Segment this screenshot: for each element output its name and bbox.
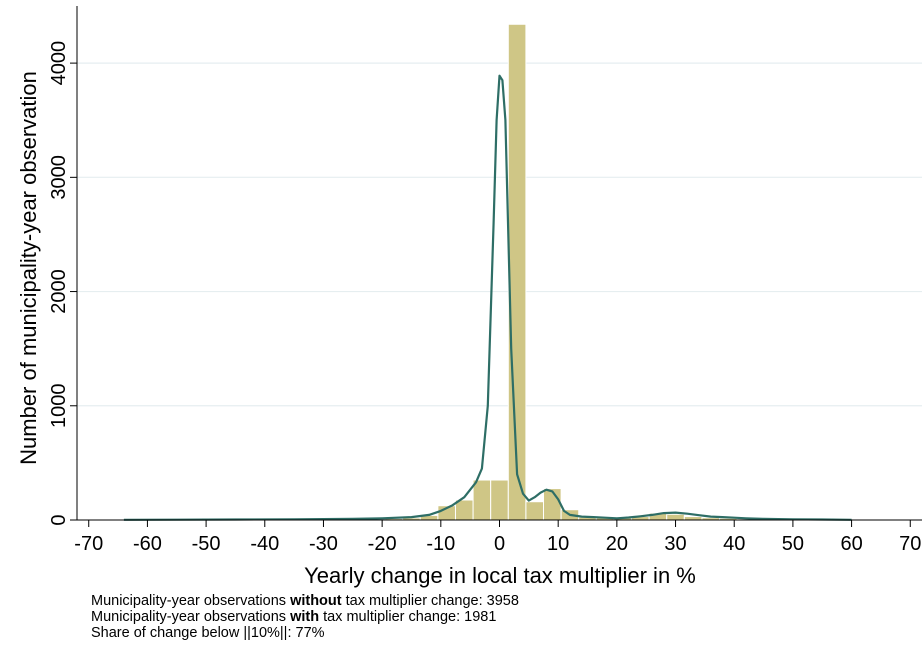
x-tick-label: -70 [74,533,103,555]
histogram-bar [490,479,509,521]
x-tick-label: -10 [426,533,455,555]
x-tick-label: 10 [547,533,569,555]
y-tick-label: 0 [48,514,70,525]
histogram-bar [543,488,562,521]
y-axis-ticks: 0 1000 2000 3000 4000 [48,41,77,526]
note-with-change: Municipality-year observations with tax … [91,609,497,625]
x-tick-label: 30 [664,533,686,555]
density-curve-group [123,74,852,521]
x-tick-label: 0 [494,533,505,555]
histogram-bar [666,513,685,521]
histogram-bar [472,479,492,521]
histogram-bar [507,23,527,521]
x-axis-title: Yearly change in local tax multiplier in… [304,563,696,588]
x-tick-label: 70 [899,533,921,555]
y-tick-label: 3000 [48,155,70,200]
x-tick-label: 50 [782,533,804,555]
x-tick-label: 20 [606,533,628,555]
x-tick-label: -20 [368,533,397,555]
y-tick-label: 2000 [48,269,70,314]
gridlines [77,62,922,407]
x-tick-label: -50 [192,533,221,555]
note-share-below: Share of change below ||10%||: 77% [91,625,325,641]
y-tick-label: 4000 [48,41,70,86]
y-tick-label: 1000 [48,384,70,429]
x-tick-label: -40 [250,533,279,555]
histogram-bar [683,516,703,521]
chart-notes: Municipality-year observations without t… [91,593,519,641]
y-axis-title: Number of municipality-year observation [16,71,41,465]
x-axis-ticks: -70 -60 -50 -40 -30 -20 -10 0 10 20 30 40 50 60 70 [74,520,921,555]
note-without-change: Municipality-year observations without t… [91,593,519,609]
x-tick-label: 60 [840,533,862,555]
histogram-bars [120,23,844,521]
x-tick-label: -60 [133,533,162,555]
x-tick-label: -30 [309,533,338,555]
density-curve [123,74,852,521]
histogram-bar [525,501,545,521]
histogram-bar [454,499,474,521]
x-tick-label: 40 [723,533,745,555]
